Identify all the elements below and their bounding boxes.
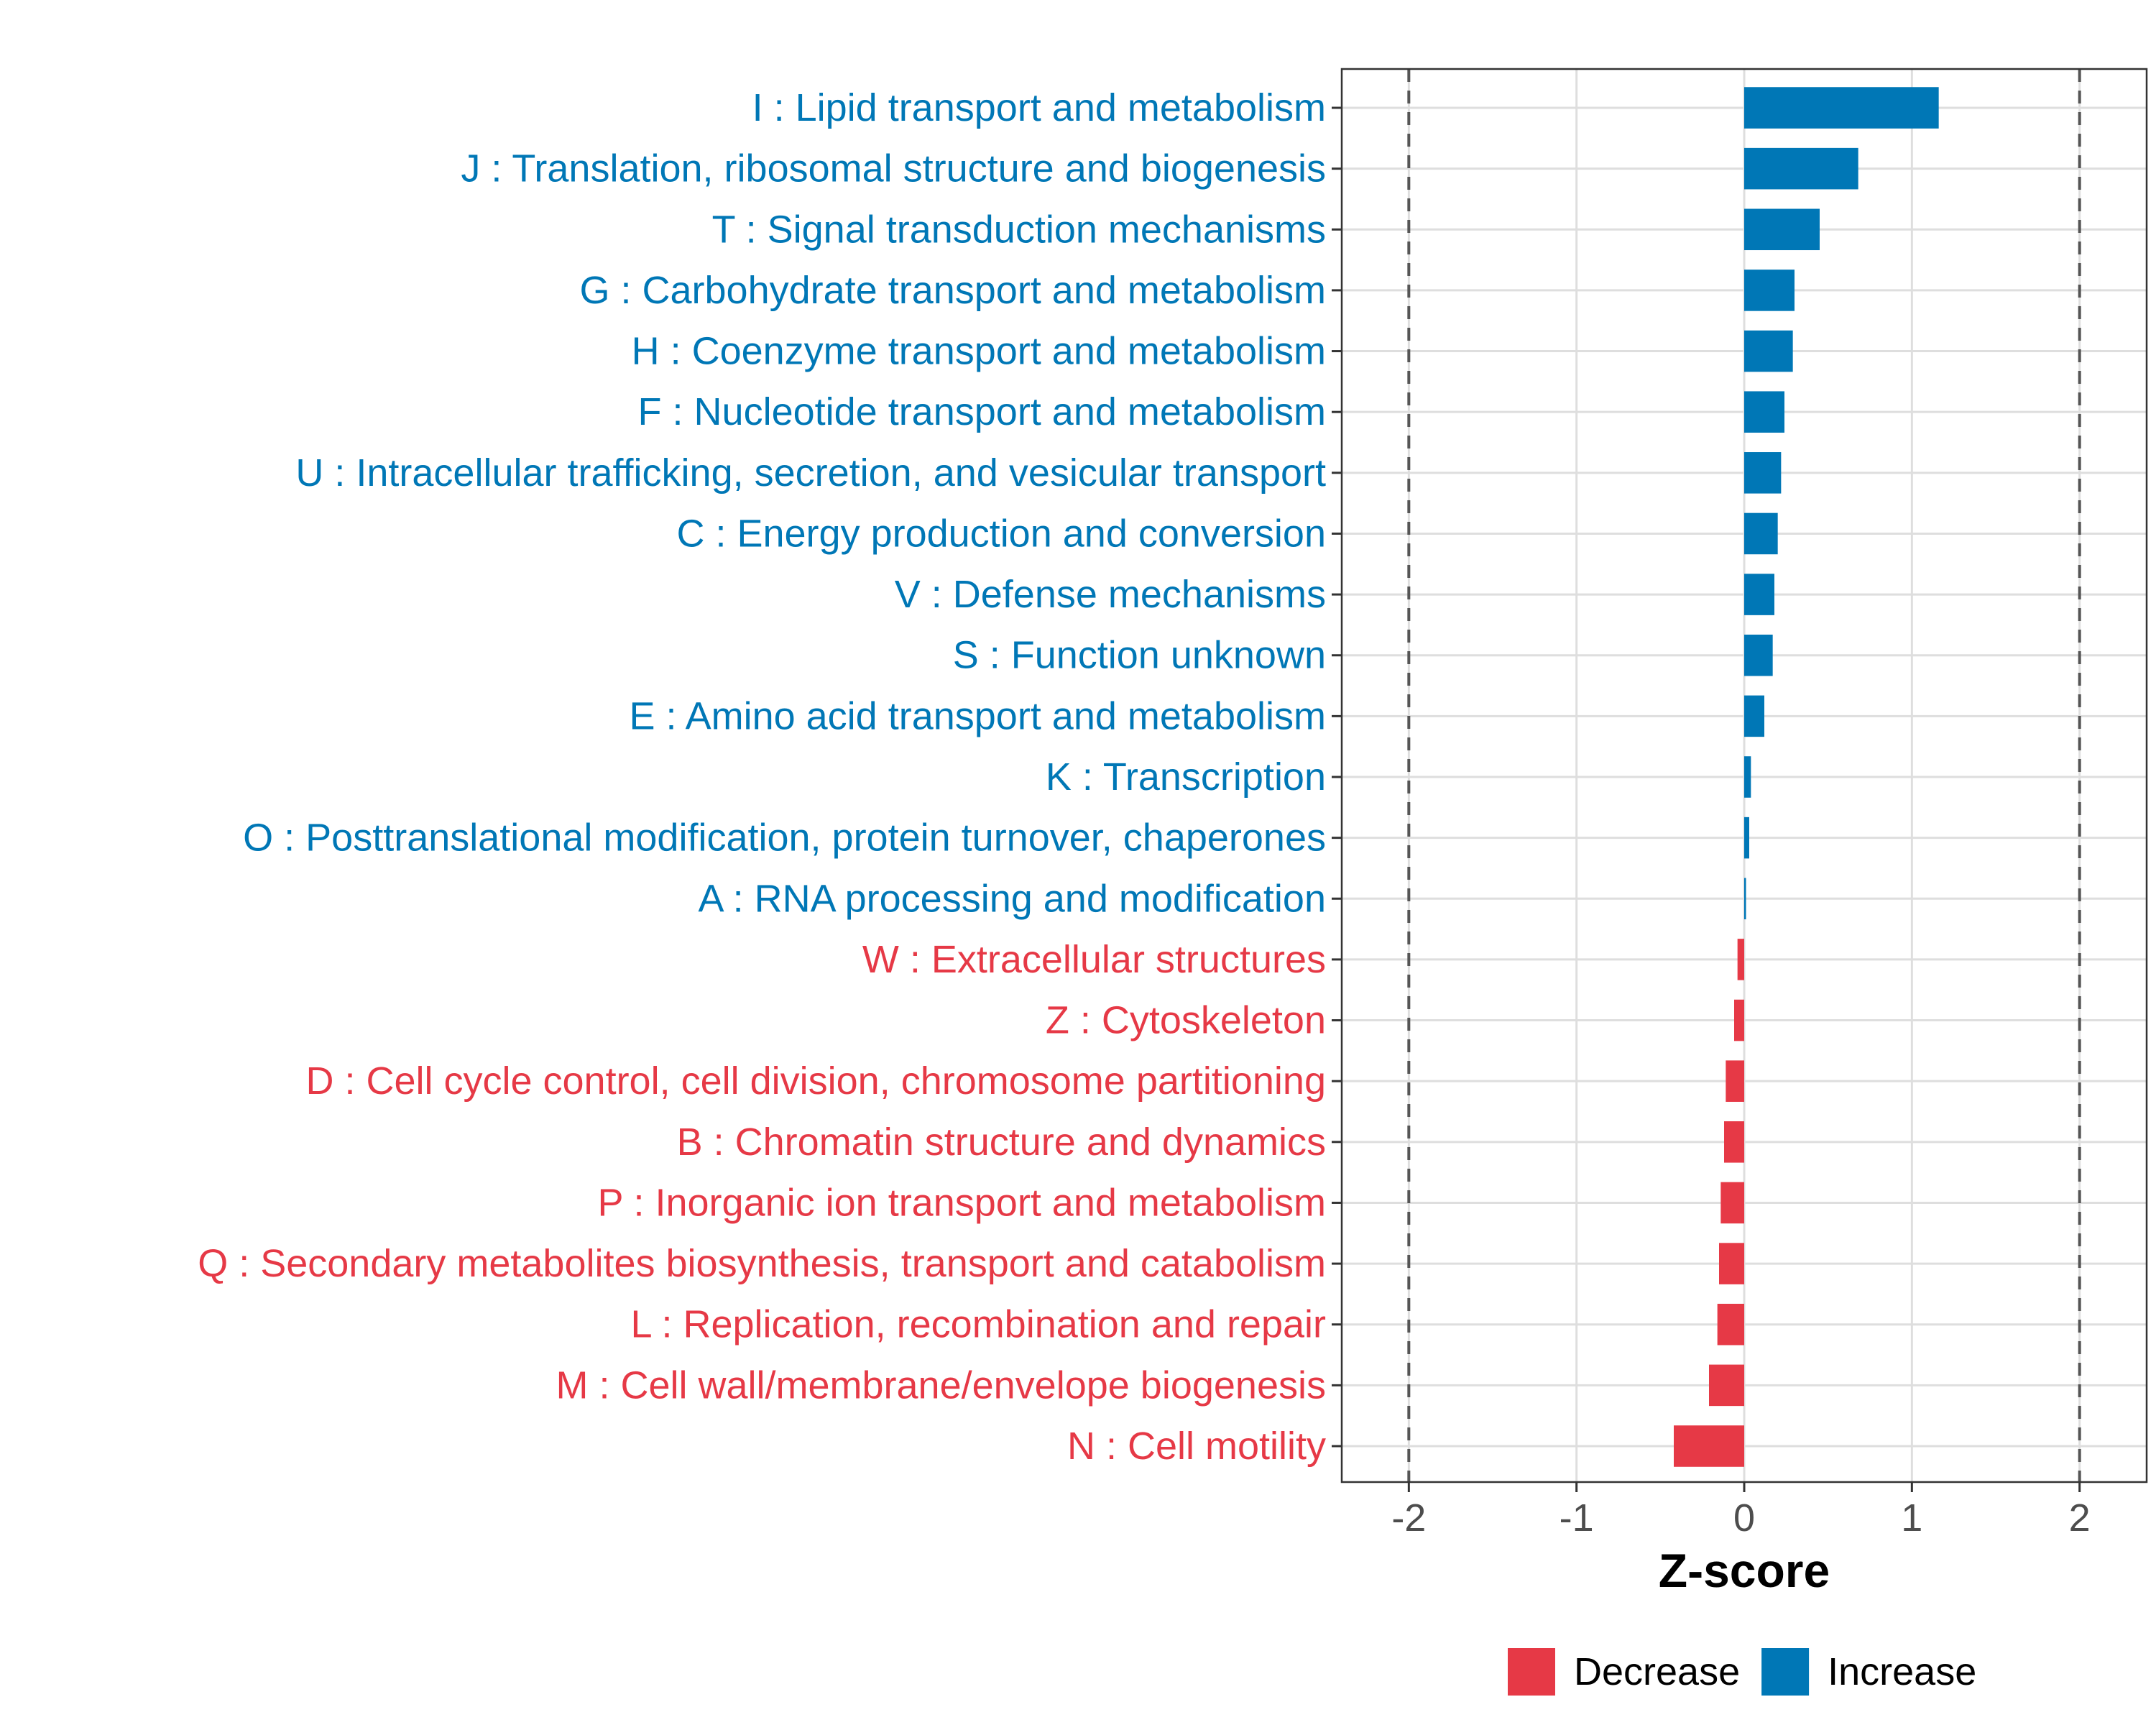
x-tick-label: 0: [1733, 1496, 1755, 1540]
category-label: K : Transcription: [1046, 755, 1326, 799]
bar: [1744, 574, 1774, 615]
x-tick-label: -1: [1560, 1496, 1594, 1540]
category-label: U : Intracellular trafficking, secretion…: [295, 451, 1326, 494]
category-label: B : Chromatin structure and dynamics: [677, 1121, 1326, 1164]
bar: [1720, 1182, 1744, 1224]
category-label: Z : Cytoskeleton: [1046, 999, 1326, 1042]
bar: [1726, 1060, 1744, 1102]
bar: [1744, 756, 1751, 798]
category-label: T : Signal transduction mechanisms: [712, 208, 1326, 251]
bars: [1674, 87, 1939, 1467]
legend-label: Decrease: [1574, 1650, 1740, 1693]
bar: [1724, 1121, 1744, 1163]
x-tick-label: 1: [1901, 1496, 1922, 1540]
category-label: N : Cell motility: [1067, 1425, 1326, 1468]
category-label: C : Energy production and conversion: [676, 512, 1326, 555]
category-label: I : Lipid transport and metabolism: [752, 86, 1326, 129]
bar: [1744, 208, 1820, 251]
category-label: G : Carbohydrate transport and metabolis…: [580, 269, 1327, 312]
bar: [1744, 452, 1782, 494]
y-axis-ticks: [1332, 106, 1342, 1448]
x-tick-label: -2: [1391, 1496, 1426, 1540]
x-axis-title: Z-score: [1659, 1544, 1830, 1597]
bar: [1744, 270, 1795, 311]
category-label: L : Replication, recombination and repai…: [630, 1303, 1326, 1346]
bar: [1744, 147, 1858, 190]
x-tick-label: 2: [2069, 1496, 2091, 1540]
bar: [1744, 816, 1749, 859]
bar: [1717, 1303, 1744, 1346]
legend-swatch: [1508, 1648, 1555, 1696]
bar: [1744, 391, 1784, 433]
bar: [1744, 512, 1778, 555]
category-label: A : RNA processing and modification: [699, 877, 1326, 920]
x-axis-tick-labels: -2 -1 0 1 2: [1391, 1496, 2090, 1540]
category-label: H : Coenzyme transport and metabolism: [632, 330, 1326, 373]
bar: [1744, 634, 1773, 676]
category-label: W : Extracellular structures: [862, 938, 1326, 981]
category-label: V : Defense mechanisms: [895, 573, 1326, 616]
category-label: O : Posttranslational modification, prot…: [243, 816, 1326, 860]
category-label: P : Inorganic ion transport and metaboli…: [597, 1181, 1326, 1224]
category-label: M : Cell wall/membrane/envelope biogenes…: [556, 1363, 1326, 1407]
category-label: D : Cell cycle control, cell division, c…: [305, 1059, 1326, 1103]
bar: [1744, 87, 1939, 129]
legend: Decrease Increase: [1508, 1648, 1976, 1696]
bar: [1744, 878, 1746, 920]
category-label: Q : Secondary metabolites biosynthesis, …: [198, 1242, 1326, 1285]
y-axis-labels: I : Lipid transport and metabolism J : Tr…: [198, 86, 1326, 1468]
bar: [1734, 999, 1744, 1041]
legend-swatch: [1761, 1648, 1810, 1696]
x-axis-ticks: [1407, 1482, 2081, 1492]
category-label: E : Amino acid transport and metabolism: [630, 694, 1326, 737]
legend-label: Increase: [1828, 1650, 1976, 1693]
bar: [1737, 939, 1744, 980]
bar: [1674, 1425, 1744, 1467]
bar: [1744, 330, 1793, 372]
bar: [1719, 1243, 1744, 1284]
category-label: J : Translation, ribosomal structure and…: [461, 147, 1326, 190]
bar: [1709, 1364, 1744, 1407]
category-label: F : Nucleotide transport and metabolism: [638, 390, 1326, 433]
bar: [1744, 695, 1764, 737]
category-label: S : Function unknown: [953, 634, 1326, 677]
